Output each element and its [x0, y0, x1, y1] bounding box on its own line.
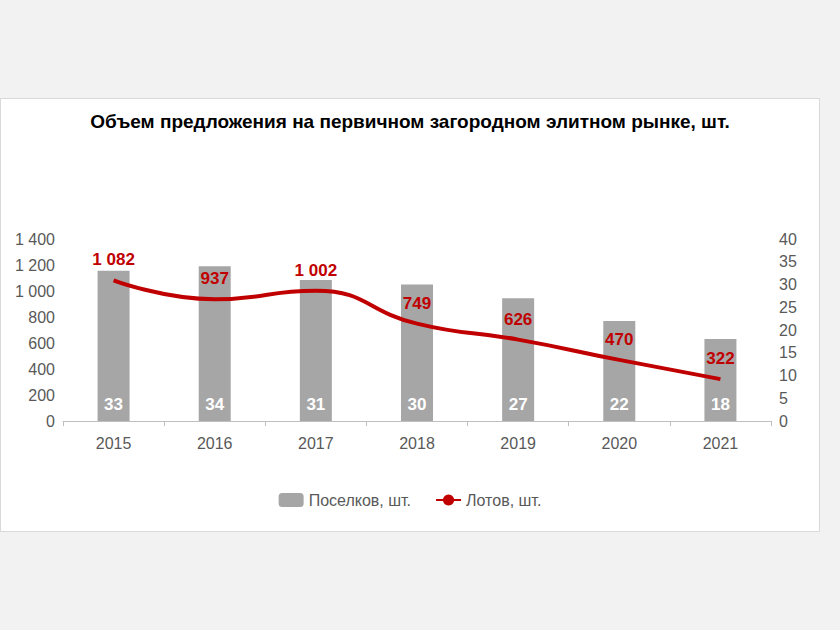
svg-text:35: 35 [779, 253, 797, 270]
svg-text:2019: 2019 [500, 435, 536, 452]
svg-text:2015: 2015 [96, 435, 132, 452]
svg-text:40: 40 [779, 231, 797, 248]
svg-text:22: 22 [610, 395, 629, 414]
svg-text:30: 30 [779, 276, 797, 293]
svg-text:33: 33 [104, 395, 123, 414]
svg-text:0: 0 [779, 413, 788, 430]
svg-text:27: 27 [509, 395, 528, 414]
svg-text:800: 800 [28, 309, 55, 326]
svg-text:2021: 2021 [703, 435, 739, 452]
svg-text:2020: 2020 [601, 435, 637, 452]
svg-text:626: 626 [504, 310, 532, 329]
svg-text:0: 0 [46, 413, 55, 430]
svg-text:15: 15 [779, 344, 797, 361]
svg-text:600: 600 [28, 335, 55, 352]
svg-text:1 000: 1 000 [15, 283, 55, 300]
svg-text:470: 470 [605, 330, 633, 349]
svg-text:400: 400 [28, 361, 55, 378]
svg-text:25: 25 [779, 299, 797, 316]
svg-text:Лотов, шт.: Лотов, шт. [466, 492, 541, 509]
svg-text:2018: 2018 [399, 435, 435, 452]
svg-text:322: 322 [706, 349, 734, 368]
svg-text:30: 30 [408, 395, 427, 414]
svg-text:1 400: 1 400 [15, 231, 55, 248]
svg-text:1 082: 1 082 [92, 250, 135, 269]
svg-text:18: 18 [711, 395, 730, 414]
svg-text:1 200: 1 200 [15, 257, 55, 274]
svg-text:937: 937 [201, 269, 229, 288]
svg-text:200: 200 [28, 387, 55, 404]
svg-text:20: 20 [779, 322, 797, 339]
svg-text:Поселков, шт.: Поселков, шт. [309, 492, 411, 509]
svg-text:Объем предложения на первичном: Объем предложения на первичном загородно… [90, 111, 730, 132]
svg-text:31: 31 [306, 395, 325, 414]
svg-text:2016: 2016 [197, 435, 233, 452]
svg-text:2017: 2017 [298, 435, 334, 452]
svg-text:10: 10 [779, 367, 797, 384]
svg-text:1 002: 1 002 [295, 261, 338, 280]
svg-text:34: 34 [205, 395, 224, 414]
svg-text:749: 749 [403, 294, 431, 313]
svg-text:5: 5 [779, 390, 788, 407]
